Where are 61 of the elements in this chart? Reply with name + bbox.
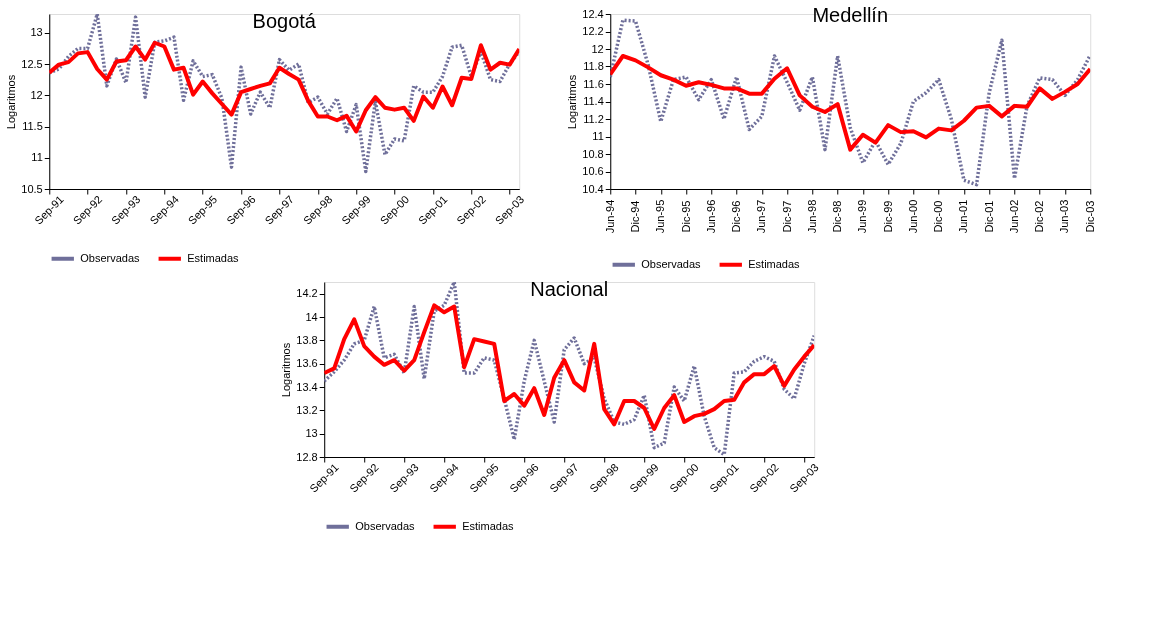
line-series <box>49 40 520 134</box>
x-tick-label: Jun-97 <box>755 199 768 234</box>
legend-label: Observadas <box>80 251 141 264</box>
x-tick-label: Dic-02 <box>1033 200 1046 233</box>
x-tick-label: Jun-00 <box>906 199 919 234</box>
y-tick-label: 13.2 <box>296 403 318 416</box>
x-tick-label: Dic-94 <box>629 200 642 233</box>
x-tick-label: Dic-99 <box>881 200 894 233</box>
x-tick-label: Dic-97 <box>780 200 793 233</box>
y-tick-label: 11 <box>31 151 43 164</box>
legend-label: Estimadas <box>462 519 515 532</box>
y-tick-label: 11 <box>592 130 604 142</box>
y-tick-label: 10.5 <box>21 182 43 195</box>
x-tick-label: Jun-95 <box>654 199 667 234</box>
legend-label: Observadas <box>355 519 416 532</box>
line-series <box>324 303 815 431</box>
x-tick-label: Jun-01 <box>957 199 970 234</box>
y-axis-title: Logaritmos <box>5 74 18 130</box>
chart-title: Nacional <box>530 278 609 300</box>
y-tick-label: 12.4 <box>582 7 604 20</box>
line-series <box>49 14 520 174</box>
y-tick-label: 13 <box>305 427 318 440</box>
legend-label: Estimadas <box>187 251 240 264</box>
x-tick-label: Dic-03 <box>1083 200 1096 233</box>
x-tick-label: Jun-02 <box>1007 199 1020 234</box>
y-tick-label: 14 <box>305 310 318 323</box>
y-tick-label: 13.8 <box>296 333 318 346</box>
y-tick-label: 12.2 <box>582 25 604 37</box>
y-tick-label: 12.5 <box>21 57 43 70</box>
x-tick-label: Dic-95 <box>679 200 692 233</box>
x-tick-label: Jun-98 <box>805 199 818 234</box>
y-tick-label: 11.5 <box>22 120 43 132</box>
y-axis-title: Logaritmos <box>280 342 293 398</box>
x-tick-label: Dic-98 <box>831 200 844 233</box>
y-tick-label: 11.8 <box>583 60 604 72</box>
x-tick-label: Jun-94 <box>603 199 616 234</box>
x-tick-label: Dic-01 <box>982 200 995 233</box>
y-tick-label: 10.6 <box>582 165 604 177</box>
y-tick-label: 14.2 <box>296 287 318 300</box>
x-tick-label: Jun-96 <box>704 199 717 234</box>
y-tick-label: 13.6 <box>296 357 318 370</box>
y-tick-label: 11.4 <box>583 95 604 107</box>
y-tick-label: 12 <box>30 88 43 101</box>
y-tick-label: 13 <box>30 26 43 39</box>
y-axis-title: Logaritmos <box>566 74 579 130</box>
x-tick-label: Dic-00 <box>932 200 945 233</box>
y-tick-label: 13.4 <box>296 380 318 393</box>
y-tick-label: 12.8 <box>296 450 318 463</box>
y-tick-label: 12 <box>591 42 604 55</box>
x-tick-label: Dic-96 <box>730 200 743 233</box>
chart-title: Medellín <box>812 4 889 26</box>
y-tick-label: 10.8 <box>582 147 604 160</box>
y-tick-label: 10.4 <box>582 182 604 195</box>
x-tick-label: Jun-99 <box>856 199 869 234</box>
chart-title: Bogotá <box>252 10 317 32</box>
legend-label: Estimadas <box>748 257 801 270</box>
legend-label: Observadas <box>641 257 702 270</box>
y-tick-label: 11.2 <box>583 112 604 125</box>
x-tick-label: Jun-03 <box>1058 199 1071 234</box>
line-series <box>610 54 1091 152</box>
y-tick-label: 11.6 <box>583 77 604 90</box>
